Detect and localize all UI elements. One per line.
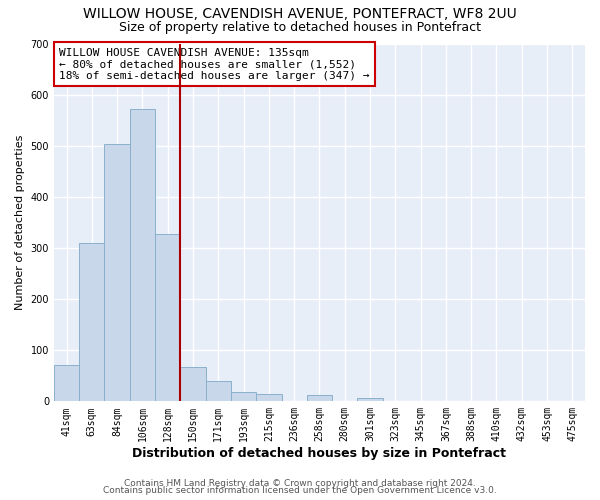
Bar (256, 394, 281, 402)
Text: Contains public sector information licensed under the Open Government Licence v3: Contains public sector information licen… (103, 486, 497, 495)
Bar (206, 381, 231, 402)
Text: WILLOW HOUSE, CAVENDISH AVENUE, PONTEFRACT, WF8 2UU: WILLOW HOUSE, CAVENDISH AVENUE, PONTEFRA… (83, 8, 517, 22)
Text: Size of property relative to detached houses in Pontefract: Size of property relative to detached ho… (119, 21, 481, 34)
Bar (130, 110, 155, 402)
Text: Contains HM Land Registry data © Crown copyright and database right 2024.: Contains HM Land Registry data © Crown c… (124, 478, 476, 488)
Text: WILLOW HOUSE CAVENDISH AVENUE: 135sqm
← 80% of detached houses are smaller (1,55: WILLOW HOUSE CAVENDISH AVENUE: 135sqm ← … (59, 48, 370, 81)
Y-axis label: Number of detached properties: Number of detached properties (15, 135, 25, 310)
Bar (79, 243, 104, 402)
Bar (54, 364, 79, 402)
X-axis label: Distribution of detached houses by size in Pontefract: Distribution of detached houses by size … (133, 447, 506, 460)
Bar (181, 367, 206, 402)
Bar (155, 234, 181, 402)
Bar (104, 144, 130, 402)
Bar (231, 392, 256, 402)
Bar (358, 398, 383, 402)
Bar (307, 395, 332, 402)
